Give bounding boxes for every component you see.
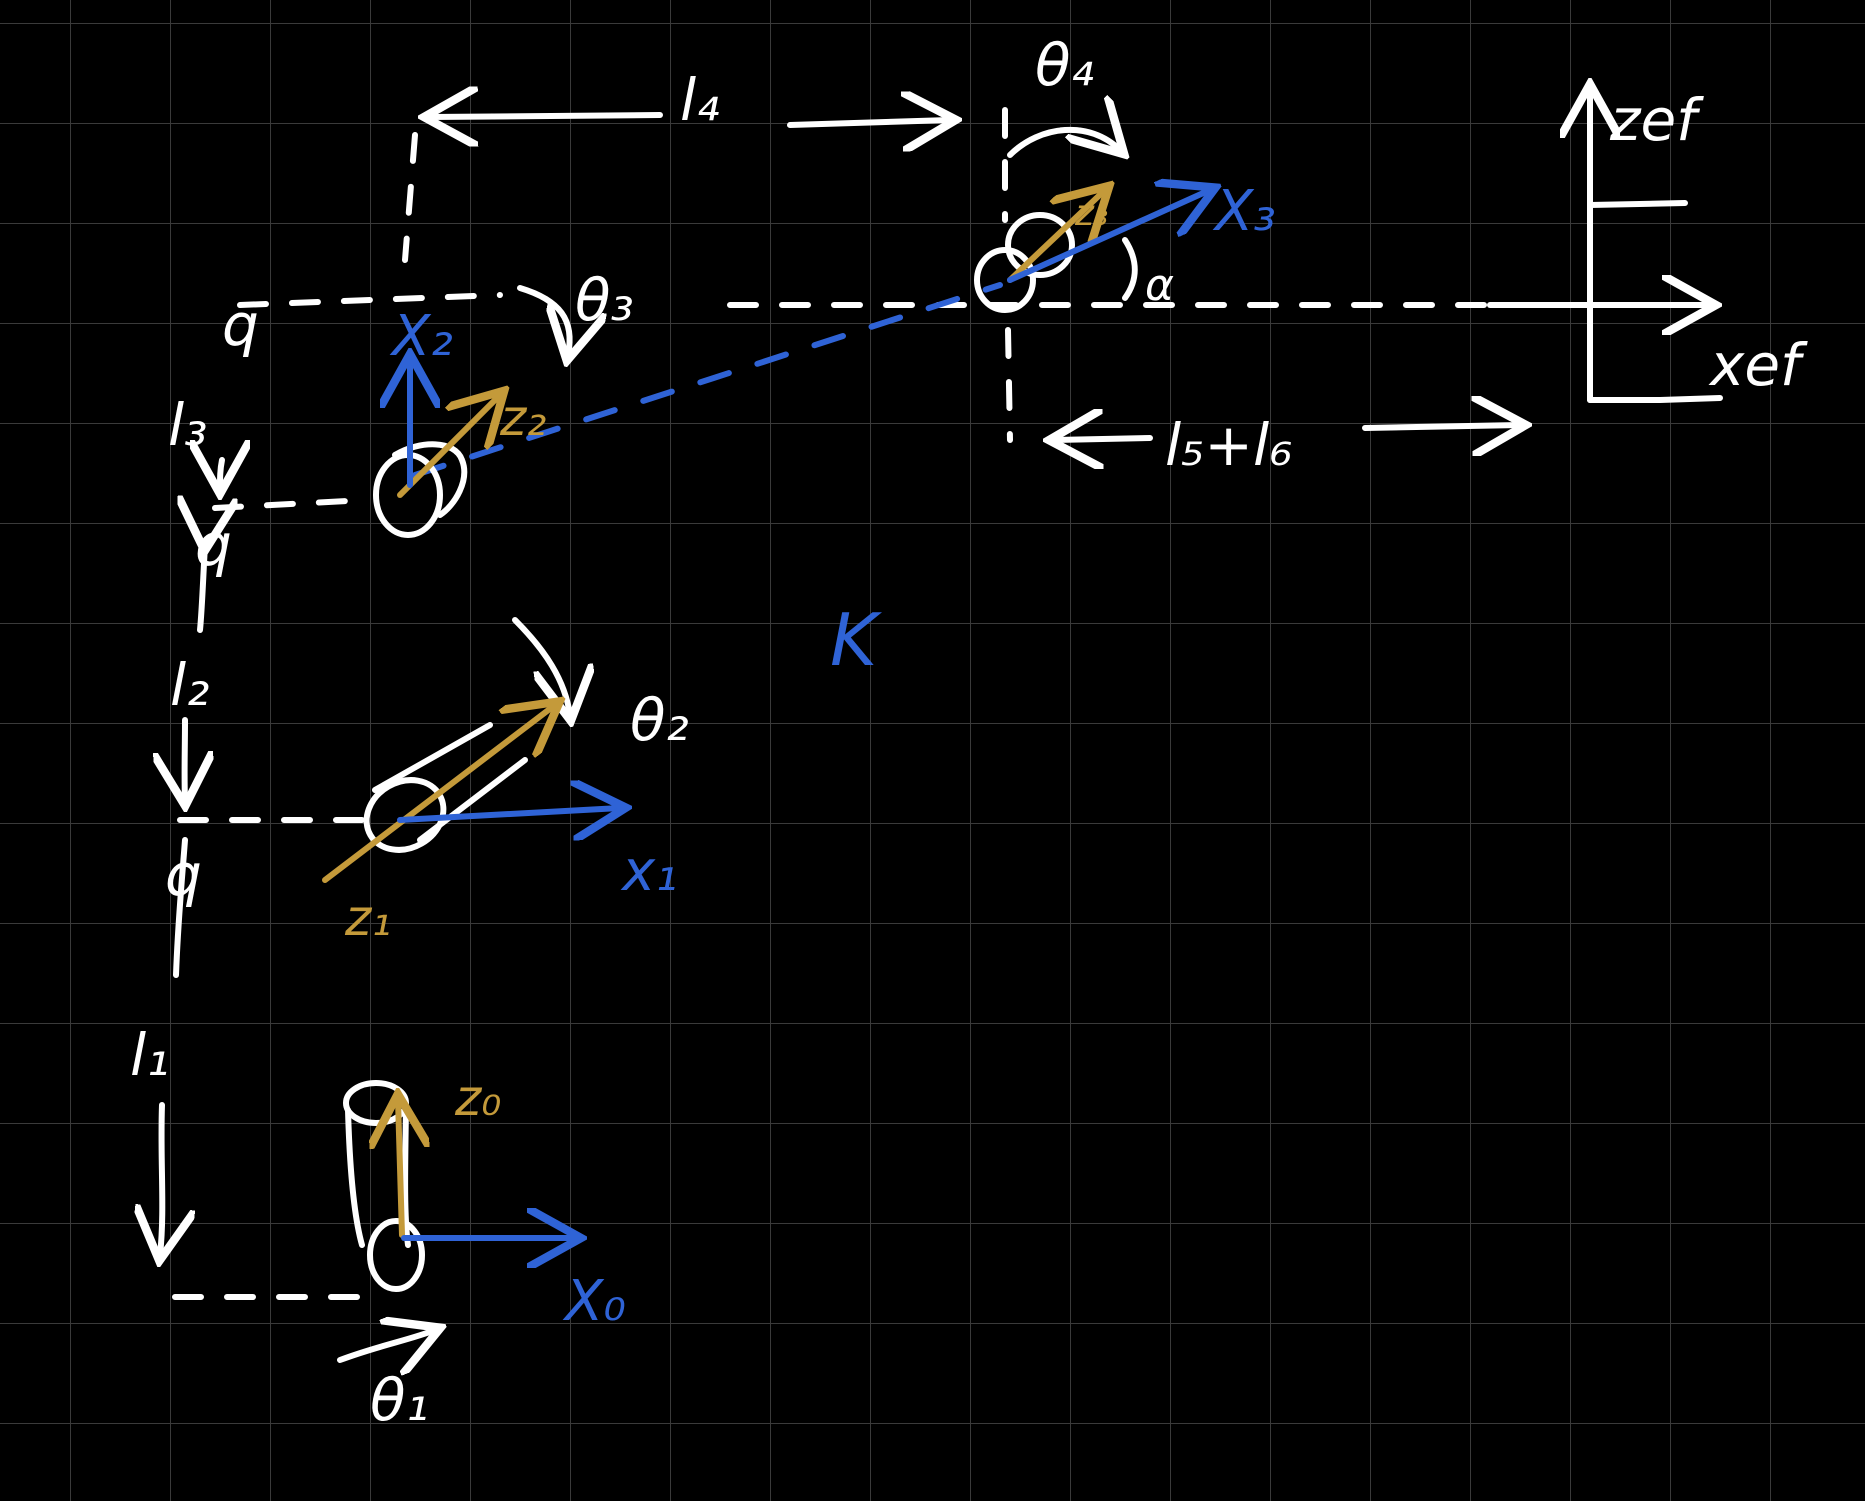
k-label: K [830,598,882,682]
base-cylinder-left [345,1107,365,1248]
q-top-label: q [222,291,259,359]
joint1-body-top [372,722,493,793]
l2-label: l₂ [170,651,209,719]
theta4-rotation-arrow [1007,130,1120,155]
q-mid-label: q [195,511,232,579]
xef-label: xef [1708,331,1808,399]
joint-2 [373,285,570,538]
l5l6-right-arrow [1362,425,1520,428]
joint-1 [322,617,620,883]
theta3-label: θ₃ [575,266,634,334]
guide-lines [172,107,1493,1300]
l5l6-left-arrow [1055,438,1153,440]
x2-label: X₂ [389,304,453,369]
joint-base [337,1080,575,1360]
zef-label: zef [1609,86,1704,154]
blue-labels: X₀ x₁ X₂ X₃ K [389,179,1276,1334]
theta1-label: θ₁ [370,1366,429,1434]
z2-label: z₂ [499,389,546,447]
l1-arrow [160,1102,162,1255]
joint3-ellipse-bottom [974,247,1036,313]
l2-up-arrow [200,545,205,633]
x3-label: X₃ [1212,179,1276,244]
blue-dashed-line [412,282,1003,478]
z1-axis-arrow [322,705,555,883]
l5l6-label: l₅+l₆ [1165,411,1292,479]
theta2-label: θ₂ [630,686,689,754]
l4-left-arrow [430,115,663,117]
x3-axis-arrow [1007,190,1210,283]
end-effector [1487,90,1723,403]
l5-vertical-dashed [1005,327,1013,443]
joint3-ellipse-top [1005,212,1075,278]
alpha-label: α [1145,260,1174,311]
joint2-dashed-line [212,497,368,511]
theta1-rotation-arrow [337,1330,435,1360]
x1-axis-arrow [397,808,620,820]
white-labels: l₁ l₂ l₃ l₄ l₅+l₆ θ₁ θ₂ θ₃ θ₄ α zef xef … [130,31,1808,1434]
z0-axis-arrow [398,1100,402,1238]
joint-3 [974,130,1210,313]
l1-label: l₁ [130,1021,169,1089]
l4-right-arrow [787,120,950,125]
z3-axis-arrow [1007,190,1105,283]
gold-labels: z₀ z₁ z₂ z₃ [344,193,1108,1127]
z1-label: z₁ [344,889,391,947]
theta4-label: θ₄ [1035,31,1094,99]
x2-level-dashed-line [237,292,503,308]
l4-label: l₄ [680,66,719,134]
l3-label: l₃ [168,391,207,459]
x1-label: x₁ [620,839,678,904]
x0-label: X₀ [562,1269,626,1334]
l3-down-arrow [220,460,222,488]
z3-label: z₃ [1074,193,1108,234]
z0-label: z₀ [454,1069,501,1127]
alpha-angle-arc [1122,237,1138,301]
theta3-rotation-arrow [517,285,570,355]
l4-left-vertical-dashed [402,132,418,263]
gripper-upper-finger [1587,200,1688,208]
base-cylinder-bottom [367,1218,425,1292]
theta2-rotation-arrow [512,617,570,715]
joint2-body [392,441,468,518]
joint1-body-bottom [417,757,528,843]
z2-axis-arrow [397,395,500,498]
link-arrows [160,115,1520,1255]
l1-upper-stroke [173,837,188,978]
q-low-label: q [165,841,202,909]
